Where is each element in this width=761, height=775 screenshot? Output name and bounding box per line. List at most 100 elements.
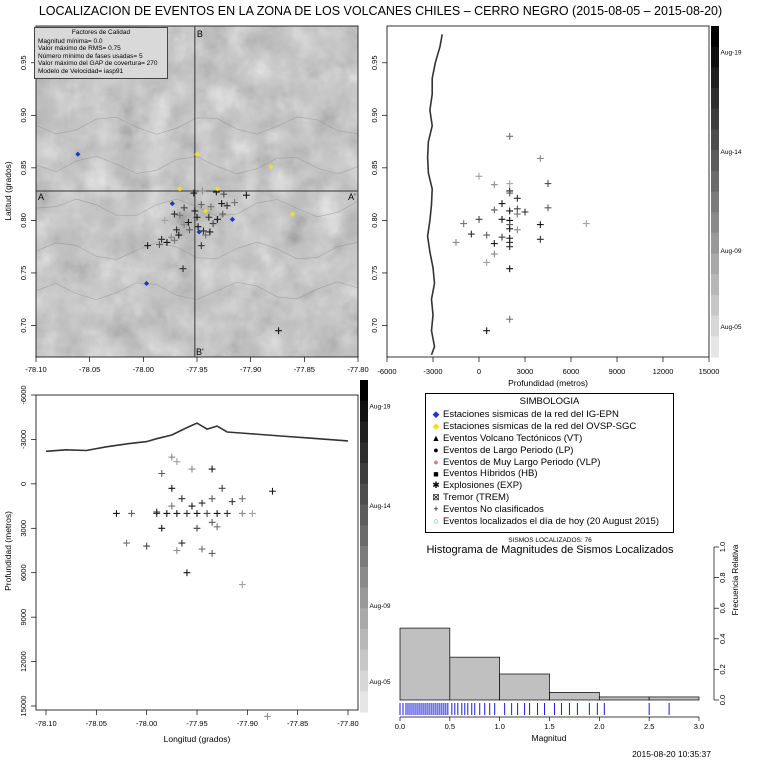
- section-label-a: A: [38, 192, 44, 202]
- legend-label: Eventos No clasificados: [443, 503, 544, 515]
- event-marker: [483, 327, 491, 335]
- legend-label: Estaciones sismicas de la red del OVSP-S…: [443, 421, 637, 433]
- colorbar-segment: [711, 108, 719, 130]
- y-tick-label: 12000: [19, 651, 28, 672]
- colorbar-segment: [711, 232, 719, 255]
- colorbar-segment: [711, 191, 719, 213]
- colorbar-segment: [711, 336, 719, 358]
- colorbar-segment: [711, 294, 719, 317]
- relief-ridge: [36, 281, 358, 301]
- x-tick-label: -78.10: [35, 719, 56, 728]
- colorbar-segment: [711, 46, 719, 68]
- event-marker: [223, 510, 231, 517]
- colorbar-segment: [360, 649, 368, 671]
- colorbar-segment: [711, 129, 719, 151]
- square-icon: ■: [433, 468, 439, 479]
- legend-item: ⊠ Tremor (TREM): [426, 492, 673, 504]
- event-marker: [158, 235, 165, 243]
- event-marker: [198, 187, 206, 195]
- x-tick-label: 12000: [653, 367, 674, 376]
- event-marker: [219, 210, 227, 218]
- colorbar-segment: [360, 483, 368, 505]
- x-tick-label: 2.0: [594, 722, 604, 731]
- event-marker: [173, 226, 181, 234]
- event-marker: [197, 201, 205, 209]
- x-tick-label: 15000: [699, 367, 720, 376]
- event-marker: [231, 199, 238, 206]
- histogram-header: SISMOS LOCALIZADOS: 76 Histograma de Mag…: [395, 537, 705, 556]
- colorbar-segment: [360, 380, 368, 402]
- event-marker: [179, 265, 187, 273]
- colorbar-segment: [360, 629, 368, 651]
- plus-icon: +: [433, 504, 439, 515]
- event-marker: [193, 510, 201, 517]
- event-marker: [483, 231, 491, 239]
- colorbar-segment: [360, 525, 368, 547]
- x-tick-label: 0.0: [395, 722, 405, 731]
- event-marker: [483, 259, 491, 266]
- x-tick-label: -77.95: [186, 365, 207, 374]
- event-marker: [168, 453, 176, 461]
- event-marker: [209, 220, 217, 227]
- colorbar-segment: [360, 442, 368, 464]
- station-ig-epn: [196, 229, 202, 235]
- colorbar-segment: [360, 670, 368, 692]
- histogram-panel: 0.0 0.5 1.0 1.5 2.0 2.5 3.0 0.0 0.2 0.4 0.6 0.8 1.0 M…: [395, 542, 740, 743]
- event-marker: [506, 265, 514, 273]
- y-tick-label: 0.95: [370, 55, 379, 70]
- event-marker: [208, 518, 216, 526]
- histogram-bar: [549, 691, 600, 701]
- event-marker: [193, 524, 201, 532]
- legend-item: ■ Eventos Híbridos (HB): [426, 468, 673, 480]
- y-tick-label: 0.8: [718, 572, 727, 582]
- legend-item: ✱ Explosiones (EXP): [426, 480, 673, 492]
- legend-label: Eventos Volcano Tectónicos (VT): [443, 432, 583, 444]
- y-tick-label: 0.2: [718, 664, 727, 674]
- colorbar-label: Aug-19: [721, 49, 742, 56]
- y-tick-label: 0.85: [19, 161, 28, 176]
- main-title: LOCALIZACION DE EVENTOS EN LA ZONA DE LO…: [38, 4, 723, 18]
- colorbar-segment: [360, 504, 368, 526]
- x-tick-label: -77.80: [347, 365, 368, 374]
- y-tick-label: 0.85: [370, 161, 379, 176]
- section-label-a-prime: A': [348, 192, 356, 202]
- section-label-b-prime: B': [196, 347, 204, 357]
- histogram-title: Histograma de Magnitudes de Sismos Local…: [426, 544, 674, 556]
- colorbar-segment: [360, 587, 368, 609]
- event-marker: [536, 235, 544, 243]
- colorbar-segment: [360, 566, 368, 588]
- y-tick-label: 0.6: [718, 603, 727, 613]
- colorbar-segment: [360, 546, 368, 568]
- shaded-relief: [36, 26, 358, 357]
- event-marker: [175, 231, 183, 239]
- x-tick-label: 1.0: [494, 722, 504, 731]
- quality-line: Valor máximo de RMS= 0.75: [38, 45, 121, 53]
- event-marker: [460, 220, 468, 227]
- map-y-axis-label: Latitud (grados): [3, 161, 13, 221]
- asterisk-icon: ✱: [432, 480, 440, 491]
- red-dot-icon: ●: [433, 457, 439, 468]
- event-marker: [143, 542, 151, 550]
- event-marker: [113, 510, 120, 517]
- event-marker: [153, 510, 161, 517]
- event-marker: [123, 539, 130, 547]
- colorbar-segment: [711, 88, 719, 110]
- legend-label: Explosiones (EXP): [443, 480, 523, 492]
- relief-ridge: [36, 198, 358, 218]
- colorbar-segment: [711, 253, 719, 275]
- y-tick-label: 0.0: [718, 695, 727, 705]
- event-marker: [275, 327, 282, 335]
- event-marker: [238, 495, 246, 503]
- y-tick-label: 0.90: [19, 108, 28, 123]
- event-marker: [513, 226, 521, 234]
- event-marker: [207, 203, 215, 211]
- event-marker: [248, 510, 256, 517]
- map-panel: A A' B B' -78.10 -78.05 -78.00 -77.95 -77.90 -77…: [3, 25, 369, 374]
- event-marker: [168, 484, 176, 492]
- event-marker: [200, 227, 207, 235]
- x-tick-label: 3000: [517, 367, 534, 376]
- legend-item: ▲ Eventos Volcano Tectónicos (VT): [426, 433, 673, 445]
- event-marker: [158, 470, 166, 477]
- yellow-diamond-icon: ◆: [432, 421, 440, 432]
- legend-label: Eventos de Muy Largo Periodo (VLP): [443, 456, 601, 468]
